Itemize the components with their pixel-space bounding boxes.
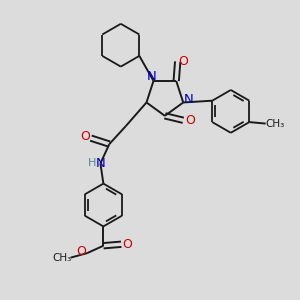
Text: CH₃: CH₃ xyxy=(265,118,284,129)
Text: O: O xyxy=(76,245,86,258)
Text: N: N xyxy=(95,157,105,170)
Text: O: O xyxy=(122,238,132,251)
Text: N: N xyxy=(184,93,194,106)
Text: O: O xyxy=(81,130,91,143)
Text: CH₃: CH₃ xyxy=(52,253,71,262)
Text: H: H xyxy=(88,158,96,168)
Text: N: N xyxy=(147,70,157,83)
Text: O: O xyxy=(185,114,195,127)
Text: O: O xyxy=(178,55,188,68)
